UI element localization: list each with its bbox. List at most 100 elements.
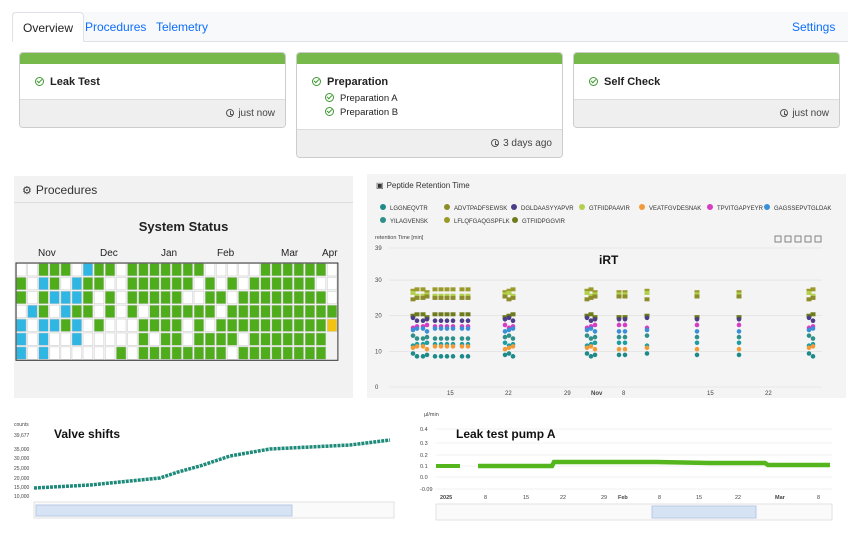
data-point bbox=[420, 318, 426, 324]
data-point bbox=[644, 327, 650, 333]
data-point bbox=[410, 297, 416, 302]
data-point bbox=[592, 294, 598, 299]
data-point bbox=[502, 292, 508, 297]
legend-label: LGGNEQVTR bbox=[390, 206, 428, 212]
heatmap-cell bbox=[249, 263, 260, 277]
legend-label: DGLDAASYYAPVR bbox=[521, 206, 574, 212]
heatmap-cell bbox=[193, 332, 204, 346]
heatmap-cell bbox=[260, 277, 271, 291]
data-point bbox=[420, 354, 426, 359]
heatmap-cell bbox=[182, 332, 193, 346]
heatmap-cell bbox=[160, 318, 171, 332]
heatmap-cell bbox=[82, 346, 93, 360]
data-point bbox=[510, 336, 516, 341]
data-point bbox=[459, 326, 465, 331]
tab-telemetry[interactable]: Telemetry bbox=[156, 20, 209, 34]
x-tick: 22 bbox=[560, 495, 566, 501]
data-point bbox=[465, 293, 471, 298]
data-point bbox=[592, 329, 598, 334]
data-point bbox=[584, 290, 590, 295]
heatmap-cell bbox=[260, 263, 271, 277]
data-point bbox=[806, 290, 812, 295]
heatmap-cell bbox=[127, 346, 138, 360]
heatmap-cell bbox=[216, 304, 227, 318]
data-point bbox=[622, 290, 628, 295]
heatmap-cell bbox=[93, 346, 105, 360]
valve-shifts-chart: counts Valve shifts 39,677 35,000 30,000 25,0… bbox=[14, 422, 395, 519]
data-point bbox=[506, 315, 512, 321]
heatmap-cell bbox=[271, 346, 282, 360]
data-point bbox=[506, 345, 512, 351]
data-point bbox=[424, 294, 430, 299]
heatmap-cell bbox=[260, 346, 271, 360]
month-label: Mar bbox=[281, 248, 299, 259]
data-point bbox=[438, 312, 444, 317]
clock-icon bbox=[491, 139, 500, 147]
data-point bbox=[622, 294, 628, 299]
tab-procedures[interactable]: Procedures bbox=[85, 20, 147, 34]
data-point bbox=[616, 294, 622, 299]
heatmap-cell bbox=[238, 304, 249, 318]
heatmap-cell bbox=[38, 304, 49, 318]
heatmap-cell bbox=[193, 346, 204, 360]
data-point bbox=[432, 354, 438, 359]
data-point bbox=[736, 294, 742, 299]
procedures-header-label: Procedures bbox=[35, 183, 98, 197]
heatmap-cell bbox=[327, 291, 338, 304]
data-point bbox=[444, 312, 450, 317]
heatmap-cell bbox=[16, 304, 27, 318]
data-point bbox=[694, 340, 700, 346]
x-tick: 8 bbox=[817, 495, 820, 501]
legend-swatch bbox=[444, 204, 450, 210]
leak-line bbox=[478, 459, 830, 469]
data-point bbox=[510, 312, 516, 317]
heatmap-cell bbox=[82, 304, 93, 318]
heatmap-cell bbox=[116, 277, 127, 291]
data-point bbox=[459, 354, 465, 359]
heatmap-cell bbox=[149, 346, 160, 360]
heatmap-cell bbox=[138, 318, 149, 332]
data-point bbox=[424, 352, 430, 358]
heatmap-cell bbox=[160, 332, 171, 346]
y-tick: 0.2 bbox=[420, 453, 428, 459]
heatmap-cell bbox=[315, 318, 327, 332]
heatmap-cell bbox=[71, 277, 82, 291]
data-point bbox=[502, 346, 508, 352]
data-point bbox=[588, 293, 594, 298]
data-point bbox=[616, 290, 622, 295]
heatmap-cell bbox=[127, 304, 138, 318]
data-point bbox=[584, 333, 590, 338]
data-point bbox=[459, 293, 465, 298]
y-tick: 0.3 bbox=[420, 441, 428, 447]
data-point bbox=[438, 295, 444, 300]
data-point bbox=[414, 344, 420, 349]
card-item: Preparation B bbox=[340, 107, 399, 118]
card-self-check[interactable]: Self Check just now bbox=[573, 52, 840, 128]
card-time: 3 days ago bbox=[503, 138, 552, 149]
data-point bbox=[588, 326, 594, 331]
heatmap-cell bbox=[38, 263, 49, 277]
data-point bbox=[806, 315, 812, 321]
tab-overview[interactable]: Overview bbox=[12, 12, 85, 42]
data-point bbox=[465, 336, 471, 341]
clock-icon bbox=[226, 109, 235, 117]
data-point bbox=[424, 322, 430, 328]
card-leak-test[interactable]: Leak Test just now bbox=[19, 52, 286, 128]
data-point bbox=[810, 312, 816, 317]
data-point bbox=[694, 290, 700, 295]
heatmap-cell bbox=[27, 277, 38, 291]
data-point bbox=[736, 346, 742, 352]
heatmap-cell bbox=[260, 332, 271, 346]
legend-label: GTFIIDPAAVIR bbox=[589, 206, 630, 212]
irt-title: iRT bbox=[599, 253, 619, 267]
download-icon bbox=[804, 235, 812, 243]
data-point bbox=[510, 318, 516, 324]
heatmap-cell bbox=[193, 291, 204, 304]
tab-settings[interactable]: Settings bbox=[792, 20, 836, 34]
heatmap-cell bbox=[93, 263, 105, 277]
card-preparation[interactable]: Preparation Preparation A Preparation B … bbox=[296, 52, 563, 158]
heatmap-cell bbox=[82, 291, 93, 304]
data-point bbox=[432, 295, 438, 300]
legend-swatch bbox=[444, 217, 450, 223]
data-point bbox=[736, 316, 742, 322]
